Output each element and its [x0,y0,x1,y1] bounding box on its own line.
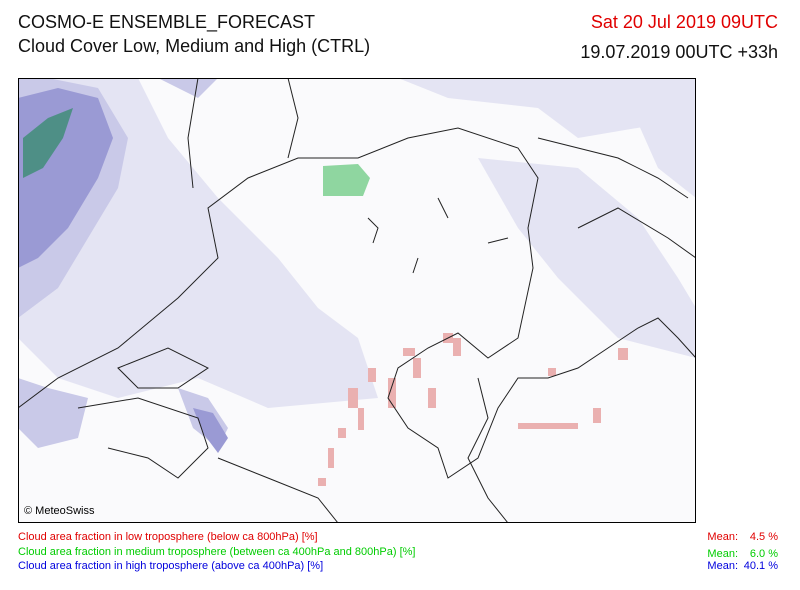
mixed-cloud [23,108,73,178]
borders [18,78,696,523]
legend-label: Cloud area fraction in medium tropospher… [18,546,416,558]
mean-label: Mean: [707,531,738,543]
subtitle: Cloud Cover Low, Medium and High (CTRL) [18,36,371,56]
map-credit: © MeteoSwiss [24,505,95,517]
mean-value: 40.1 % [743,560,778,572]
mean-label: Mean: [707,560,738,572]
legend-label: Cloud area fraction in high troposphere … [18,560,324,572]
low-cloud [318,333,628,486]
valid-time: Sat 20 Jul 2019 09UTC [590,12,778,32]
mean-value: 6.0 % [749,548,778,560]
mean-label: Mean: [707,548,738,560]
legend-label: Cloud area fraction in low troposphere (… [18,531,318,543]
map: © MeteoSwiss [18,78,696,523]
title: COSMO-E ENSEMBLE_FORECAST [18,12,316,32]
map-frame [18,78,696,523]
medium-cloud [323,164,370,196]
run-time: 19.07.2019 00UTC +33h [580,42,778,62]
mean-value: 4.5 % [749,531,778,543]
